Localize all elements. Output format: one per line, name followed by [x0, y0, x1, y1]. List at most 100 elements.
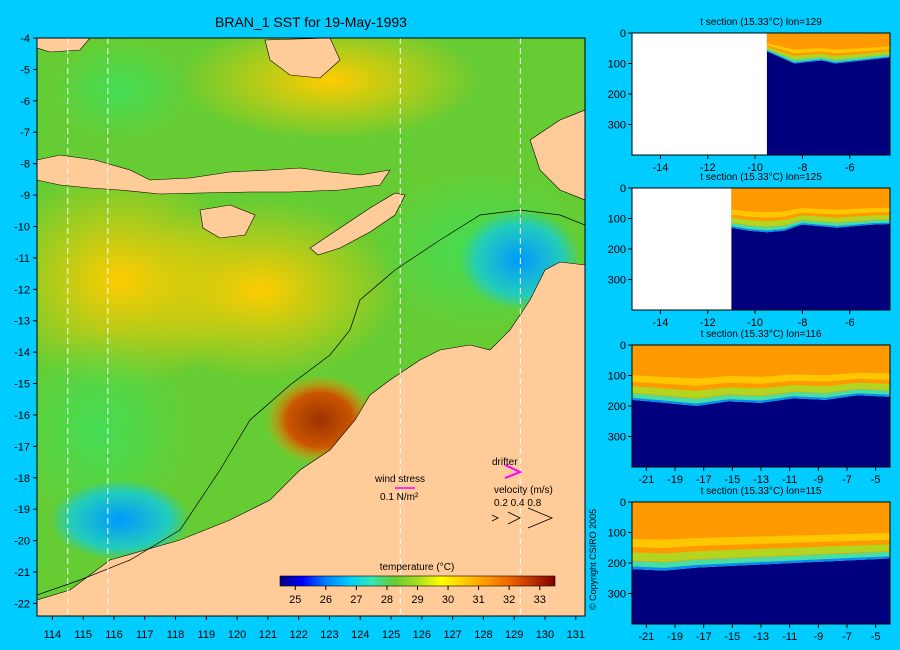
section-panel-3: t section (15.33°C) lon=116 -21 -19 -17 -15 -…: [608, 329, 891, 486]
colorbar-tick-label: 33: [534, 594, 546, 606]
section-y-tick-label: 200: [608, 244, 626, 256]
map-x-tick-label: 128: [474, 629, 492, 641]
section-temp-band: [766, 41, 890, 60]
section-x-tick-label: -8: [798, 162, 808, 174]
velocity-scale-arrows-icon: [491, 507, 554, 529]
map-y-tick-label: -14: [14, 347, 30, 359]
section-temp-band: [731, 205, 890, 227]
map-y-tick-label: -20: [14, 536, 30, 548]
section-x-tick-label: -9: [813, 631, 823, 643]
section-temp-band: [766, 39, 890, 54]
colorbar-tick-label: 32: [503, 594, 515, 606]
map-x-tick-label: 125: [382, 629, 400, 641]
map-y-tick-label: -21: [14, 567, 30, 579]
colorbar: [279, 575, 556, 587]
map-y-tick-label: -11: [15, 253, 30, 265]
map-x-tick-label: 129: [505, 629, 523, 641]
section-panel-2: t section (15.33°C) lon=125 -14 -12 -10 -8 -6…: [608, 172, 891, 329]
section-title: t section (15.33°C) lon=125: [700, 172, 822, 183]
section-x-tick-label: -9: [813, 474, 823, 486]
section-x-tick-label: -15: [724, 631, 740, 643]
map-y-tick-label: -5: [20, 64, 30, 76]
map-y-tick-label: -16: [14, 410, 30, 422]
section-temp-band: [632, 537, 890, 571]
section-y-tick-label: 0: [620, 183, 626, 195]
section-panel-1: t section (15.33°C) lon=129 -14 -12 -10 -8 -6…: [608, 17, 891, 174]
velocity-values: 0.2 0.4 0.8: [494, 498, 542, 509]
section-y-tick-label: 200: [608, 401, 626, 413]
map-x-axis: 114 115 116 117 118 119 120 121 122 123 124 125 126 1…: [44, 616, 585, 641]
map-y-tick-label: -19: [14, 504, 30, 516]
section-x-tick-label: -12: [700, 162, 716, 174]
section-y-tick-label: 100: [608, 528, 626, 540]
map-x-tick-label: 121: [259, 629, 277, 641]
section-y-tick-label: 100: [608, 371, 626, 383]
section-panels: t section (15.33°C) lon=129 -14 -12 -10 -8 -6…: [608, 17, 891, 643]
map-x-tick-label: 119: [198, 629, 216, 641]
colorbar-ticks: 25 26 27 28 29 30 31 32 33: [289, 586, 546, 606]
map-x-tick-label: 130: [536, 629, 554, 641]
section-x-tick-label: -10: [747, 317, 763, 329]
map-y-tick-label: -4: [20, 33, 30, 45]
colorbar-tick-label: 30: [442, 594, 454, 606]
section-y-tick-label: 300: [608, 589, 626, 601]
section-x-tick-label: -7: [842, 631, 852, 643]
map-x-tick-label: 124: [351, 629, 369, 641]
section-x-tick-label: -13: [753, 474, 769, 486]
section-x-tick-label: -12: [700, 317, 716, 329]
section-x-tick-label: -8: [798, 317, 808, 329]
section-x-tick-label: -5: [871, 631, 881, 643]
colorbar-tick-label: 27: [350, 594, 362, 606]
map-x-tick-label: 117: [136, 629, 154, 641]
map-frame: [36, 37, 586, 617]
map-x-tick-label: 120: [228, 629, 246, 641]
shelf-contour: [37, 209, 585, 596]
australia-land: [37, 261, 585, 616]
colorbar-tick-label: 25: [289, 594, 301, 606]
lesser-sunda-islands: [37, 154, 391, 195]
map-x-tick-label: 123: [320, 629, 338, 641]
section-lines: [67, 38, 521, 616]
wind-stress-label: wind stress: [374, 474, 425, 485]
section-x-tick-label: -7: [842, 474, 852, 486]
map-y-axis: -4 -5 -6 -7 -8 -9 -10 -11 -12 -13 -14 -15 -16 -17 -18 -…: [14, 33, 37, 610]
section-temp-band: [632, 363, 890, 386]
colorbar-tick-label: 31: [472, 594, 484, 606]
section-x-tick-label: -14: [652, 162, 668, 174]
map-y-tick-label: -22: [14, 598, 30, 610]
map-x-tick-label: 127: [443, 629, 461, 641]
section-y-tick-label: 200: [608, 558, 626, 570]
warm-pool: [180, 38, 480, 140]
section-x-tick-label: -5: [871, 474, 881, 486]
section-title: t section (15.33°C) lon=116: [701, 329, 822, 340]
section-x-tick-label: -11: [782, 474, 797, 486]
section-x-tick-label: -11: [782, 631, 797, 643]
sumba-island: [199, 204, 256, 239]
section-y-tick-label: 300: [608, 432, 626, 444]
section-x-tick-label: -19: [667, 474, 683, 486]
section-y-tick-label: 100: [608, 214, 626, 226]
map-x-tick-label: 122: [290, 629, 308, 641]
colorbar-tick-label: 26: [320, 594, 332, 606]
drifter-arrow-icon: [504, 464, 523, 479]
section-temp-band: [632, 540, 890, 571]
section-y-tick-label: 0: [620, 340, 626, 352]
section-x-tick-label: -17: [696, 474, 712, 486]
velocity-label: velocity (m/s): [494, 485, 553, 496]
section-x-tick-label: -6: [845, 162, 855, 174]
colorbar-tick-label: 28: [381, 594, 393, 606]
map-x-tick-label: 131: [567, 629, 585, 641]
section-temp-band: [731, 201, 890, 218]
sst-map: BRAN_1 SST for 19-May-1993: [14, 14, 586, 641]
section-temp-band: [766, 42, 890, 64]
papua-island: [529, 109, 585, 201]
colorbar-tick-label: 29: [411, 594, 423, 606]
section-title: t section (15.33°C) lon=115: [701, 486, 822, 497]
section-x-tick-label: -21: [638, 474, 654, 486]
section-x-tick-label: -14: [652, 317, 668, 329]
section-panel-4: t section (15.33°C) lon=115 -21 -19 -17 -15 -…: [608, 486, 891, 643]
wind-stress-value: 0.1 N/m²: [380, 492, 419, 503]
section-y-tick-label: 100: [608, 59, 626, 71]
section-temp-band: [632, 524, 890, 548]
